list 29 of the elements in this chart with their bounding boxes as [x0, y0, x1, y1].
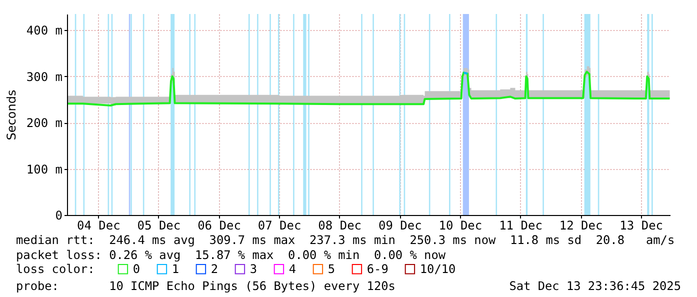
y-tick-label: 0 [55, 208, 62, 222]
y-tick-label: 200 m [26, 116, 62, 130]
legend-label: 10/10 [420, 262, 456, 276]
text: packet loss: 0.26 % avg 15.87 % max 0.00 % min 0.00 % now [16, 248, 446, 262]
x-tick-label: 13 Dec [620, 218, 664, 232]
x-tick-label: 04 Dec [76, 218, 120, 232]
y-axis-title: Seconds [4, 90, 18, 140]
legend-label: 2 [210, 262, 218, 276]
legend-label: 4 [288, 262, 296, 276]
text: probe: 10 ICMP Echo Pings (56 Bytes) every 120s [16, 279, 396, 293]
text: Sat Dec 13 23:36:45 2025 [509, 279, 681, 293]
x-tick-label: 06 Dec [198, 218, 241, 232]
legend-label: 0 [132, 262, 140, 276]
legend-label: 3 [250, 262, 258, 276]
x-tick-label: 10 Dec [438, 218, 482, 232]
x-tick-label: 11 Dec [499, 218, 542, 232]
x-tick-label: 07 Dec [258, 218, 302, 232]
x-tick-label: 09 Dec [378, 218, 422, 232]
x-tick-label: 05 Dec [137, 218, 181, 232]
legend-label: 5 [328, 262, 336, 276]
y-tick-label: 300 m [26, 70, 62, 84]
text: median rtt: 246.4 ms avg 309.7 ms max 237.3 ms min 250.3 ms now 11.8 ms sd 20.8 am/s [16, 233, 675, 247]
x-tick-label: 12 Dec [559, 218, 603, 232]
legend-label: 1 [172, 262, 180, 276]
x-tick-label: 08 Dec [318, 218, 362, 232]
y-tick-label: 400 m [26, 24, 62, 38]
legend-label: 6-9 [366, 262, 388, 276]
legend-title: loss color: [16, 262, 95, 276]
y-tick-label: 100 m [26, 162, 62, 176]
